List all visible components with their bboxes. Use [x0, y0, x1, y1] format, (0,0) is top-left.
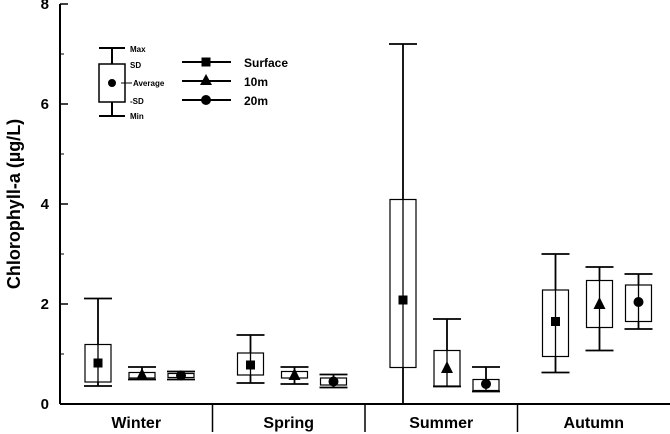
- y-axis-label: Chlorophyll-a (µg/L): [4, 119, 24, 289]
- y-tick-label: 2: [41, 296, 49, 313]
- average-marker: [176, 370, 186, 381]
- y-tick-label: 0: [41, 396, 49, 413]
- legend-20m-marker: [201, 95, 211, 105]
- average-marker: [246, 360, 255, 370]
- average-marker: [398, 295, 408, 305]
- average-marker: [288, 368, 301, 380]
- legend-minus-sd-label: -SD: [130, 97, 144, 106]
- series-legend: Surface 10m 20m: [182, 56, 288, 108]
- legend-max-label: Max: [130, 45, 146, 54]
- y-tick-label: 6: [41, 96, 49, 113]
- legend-20m-label: 20m: [244, 94, 268, 108]
- legend-10m-label: 10m: [244, 75, 268, 89]
- legend: Max SD Average -SD Min Surface 10m 20m: [98, 45, 288, 121]
- legend-10m-marker: [200, 74, 212, 85]
- average-marker: [593, 297, 606, 309]
- y-tick-label: 4: [41, 196, 50, 213]
- x-category-label: Winter: [111, 415, 161, 432]
- legend-surface-marker: [201, 57, 211, 67]
- legend-average-marker: [108, 79, 116, 87]
- legend-average-label: Average: [133, 79, 165, 88]
- average-marker: [633, 297, 644, 307]
- average-marker: [93, 358, 103, 368]
- average-marker: [551, 317, 560, 326]
- plot-area: 0 2 4 6 8 Winter Spring Summer Autumn: [41, 0, 670, 432]
- average-marker: [328, 376, 339, 387]
- x-category-label: Spring: [263, 415, 314, 432]
- average-marker: [136, 368, 148, 380]
- legend-surface-label: Surface: [244, 56, 288, 70]
- y-tick-label: 8: [41, 0, 49, 13]
- legend-min-label: Min: [130, 112, 144, 121]
- x-category-label: Summer: [409, 415, 473, 432]
- stat-legend: Max SD Average -SD Min: [98, 45, 165, 121]
- average-marker: [441, 361, 453, 373]
- x-category-label: Autumn: [564, 415, 624, 432]
- average-marker: [481, 379, 491, 389]
- legend-sd-label: SD: [130, 61, 141, 70]
